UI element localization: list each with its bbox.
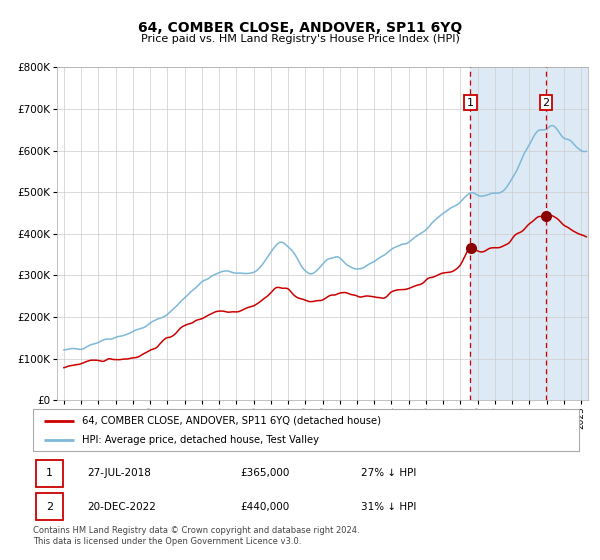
Text: Price paid vs. HM Land Registry's House Price Index (HPI): Price paid vs. HM Land Registry's House … xyxy=(140,34,460,44)
Text: 64, COMBER CLOSE, ANDOVER, SP11 6YQ: 64, COMBER CLOSE, ANDOVER, SP11 6YQ xyxy=(138,21,462,35)
Text: 1: 1 xyxy=(46,468,53,478)
Text: HPI: Average price, detached house, Test Valley: HPI: Average price, detached house, Test… xyxy=(82,435,319,445)
Text: 27-JUL-2018: 27-JUL-2018 xyxy=(88,468,151,478)
Text: 2: 2 xyxy=(542,97,550,108)
Text: 27% ↓ HPI: 27% ↓ HPI xyxy=(361,468,416,478)
FancyBboxPatch shape xyxy=(36,460,63,487)
Text: 31% ↓ HPI: 31% ↓ HPI xyxy=(361,502,416,512)
FancyBboxPatch shape xyxy=(33,409,579,451)
Text: £365,000: £365,000 xyxy=(241,468,290,478)
FancyBboxPatch shape xyxy=(36,493,63,520)
Text: 64, COMBER CLOSE, ANDOVER, SP11 6YQ (detached house): 64, COMBER CLOSE, ANDOVER, SP11 6YQ (det… xyxy=(82,416,381,426)
Text: 1: 1 xyxy=(467,97,474,108)
Text: £440,000: £440,000 xyxy=(241,502,290,512)
Text: Contains HM Land Registry data © Crown copyright and database right 2024.
This d: Contains HM Land Registry data © Crown c… xyxy=(33,526,359,546)
Text: 2: 2 xyxy=(46,502,53,512)
Bar xyxy=(470,67,588,400)
Text: 20-DEC-2022: 20-DEC-2022 xyxy=(88,502,157,512)
